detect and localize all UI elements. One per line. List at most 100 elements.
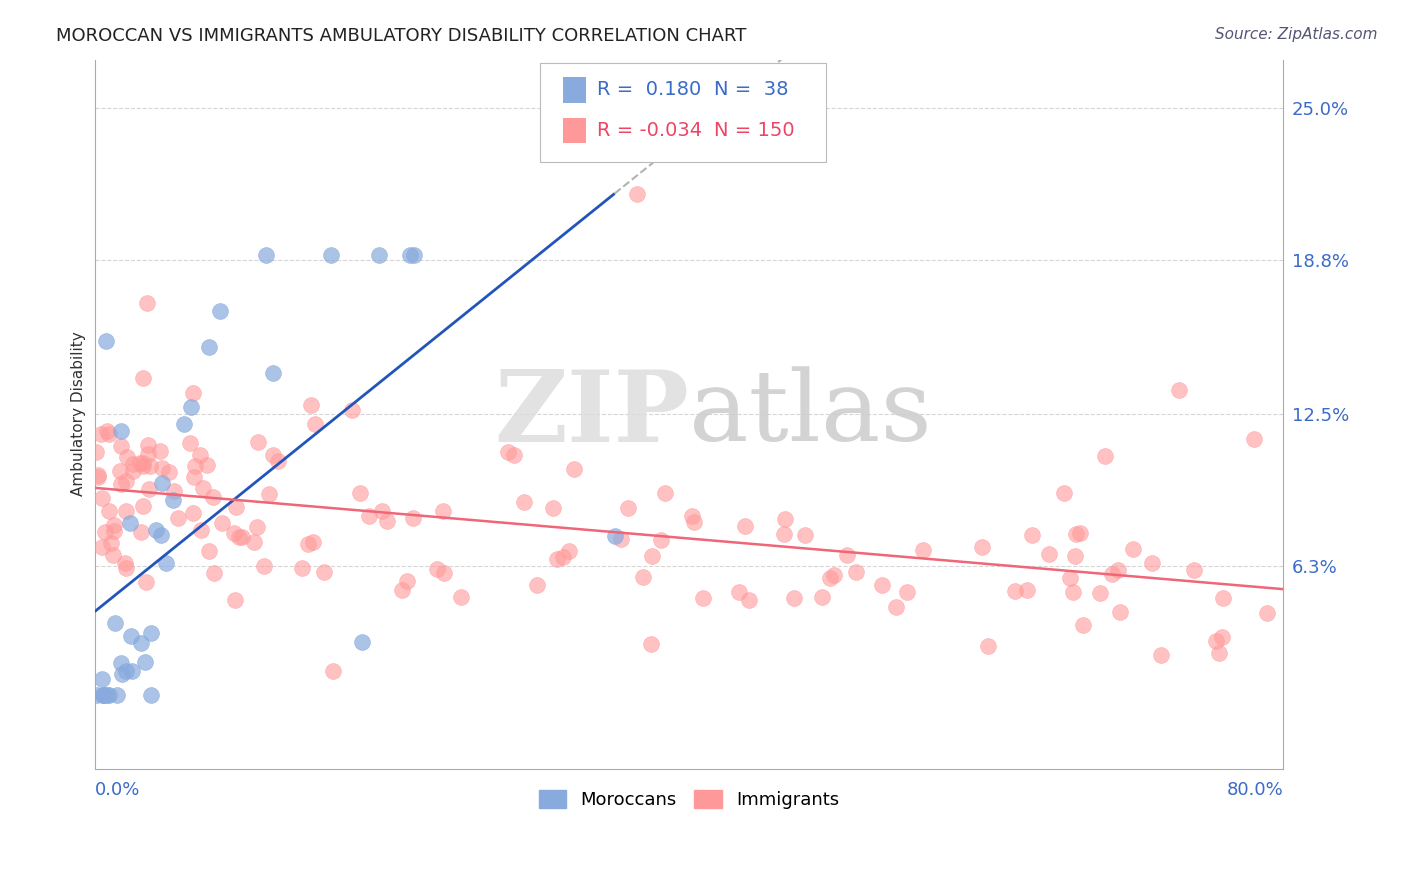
Point — [132, 370, 155, 384]
Point — [222, 526, 245, 541]
Point — [224, 593, 246, 607]
Point — [104, 616, 127, 631]
Point — [692, 591, 714, 606]
Point — [299, 398, 322, 412]
FancyBboxPatch shape — [562, 118, 586, 144]
Point — [181, 506, 204, 520]
Text: R = -0.034: R = -0.034 — [596, 121, 702, 140]
Point — [1243, 432, 1265, 446]
Point — [683, 516, 706, 530]
Point — [433, 566, 456, 580]
Point — [110, 477, 132, 491]
Point — [551, 550, 574, 565]
Point — [129, 636, 152, 650]
Point — [184, 458, 207, 473]
Point — [91, 688, 114, 702]
Point — [110, 656, 132, 670]
Point — [1205, 634, 1227, 648]
Point — [1150, 648, 1173, 663]
FancyBboxPatch shape — [562, 77, 586, 103]
Point — [603, 529, 626, 543]
Point — [150, 476, 173, 491]
Point — [181, 385, 204, 400]
Point — [526, 578, 548, 592]
Point — [132, 458, 155, 473]
Point — [145, 523, 167, 537]
Point — [202, 490, 225, 504]
Point — [650, 533, 672, 547]
Point — [114, 664, 136, 678]
Point — [202, 566, 225, 581]
Point — [188, 448, 211, 462]
Text: N = 150: N = 150 — [714, 121, 794, 140]
Point — [432, 504, 454, 518]
Point — [503, 448, 526, 462]
Point — [1069, 526, 1091, 541]
Point — [114, 560, 136, 574]
Text: ZIP: ZIP — [494, 366, 689, 463]
Point — [616, 500, 638, 515]
Point — [640, 637, 662, 651]
Point — [94, 525, 117, 540]
Point — [96, 334, 118, 348]
Point — [1004, 583, 1026, 598]
Point — [1064, 549, 1087, 563]
Point — [811, 590, 834, 604]
Point — [121, 664, 143, 678]
Point — [256, 248, 278, 262]
Text: MOROCCAN VS IMMIGRANTS AMBULATORY DISABILITY CORRELATION CHART: MOROCCAN VS IMMIGRANTS AMBULATORY DISABI… — [56, 27, 747, 45]
Point — [396, 574, 419, 589]
Point — [86, 688, 108, 702]
Point — [773, 526, 796, 541]
Point — [152, 461, 174, 475]
Point — [1168, 383, 1191, 397]
Point — [108, 464, 131, 478]
Legend: Moroccans, Immigrants: Moroccans, Immigrants — [531, 782, 846, 816]
Point — [257, 487, 280, 501]
Point — [1088, 586, 1111, 600]
Point — [496, 445, 519, 459]
Point — [157, 465, 180, 479]
Point — [1059, 571, 1081, 585]
Point — [375, 514, 398, 528]
Point — [426, 562, 449, 576]
Point — [209, 304, 232, 318]
Point — [98, 427, 121, 442]
Point — [149, 528, 172, 542]
Point — [128, 456, 150, 470]
Point — [546, 552, 568, 566]
Point — [86, 468, 108, 483]
Point — [291, 560, 314, 574]
Point — [970, 540, 993, 554]
Point — [350, 634, 373, 648]
Y-axis label: Ambulatory Disability: Ambulatory Disability — [72, 332, 86, 497]
Point — [225, 500, 247, 514]
Point — [1182, 563, 1205, 577]
Point — [654, 486, 676, 500]
Point — [110, 424, 132, 438]
Point — [1062, 585, 1084, 599]
Point — [93, 688, 115, 702]
Point — [198, 544, 221, 558]
Point — [149, 444, 172, 458]
Point — [96, 424, 118, 438]
Point — [304, 417, 326, 431]
Point — [367, 248, 389, 262]
Point — [391, 582, 413, 597]
Point — [180, 400, 202, 414]
Point — [773, 512, 796, 526]
Point — [131, 456, 153, 470]
Point — [141, 688, 163, 702]
Point — [253, 559, 276, 574]
Point — [1208, 646, 1230, 660]
Point — [783, 591, 806, 605]
Point — [641, 549, 664, 563]
Point — [728, 585, 751, 599]
Point — [103, 524, 125, 538]
Point — [399, 248, 422, 262]
Point — [117, 450, 139, 465]
Point — [1212, 591, 1234, 605]
Point — [562, 462, 585, 476]
Point — [211, 516, 233, 530]
Point — [681, 509, 703, 524]
